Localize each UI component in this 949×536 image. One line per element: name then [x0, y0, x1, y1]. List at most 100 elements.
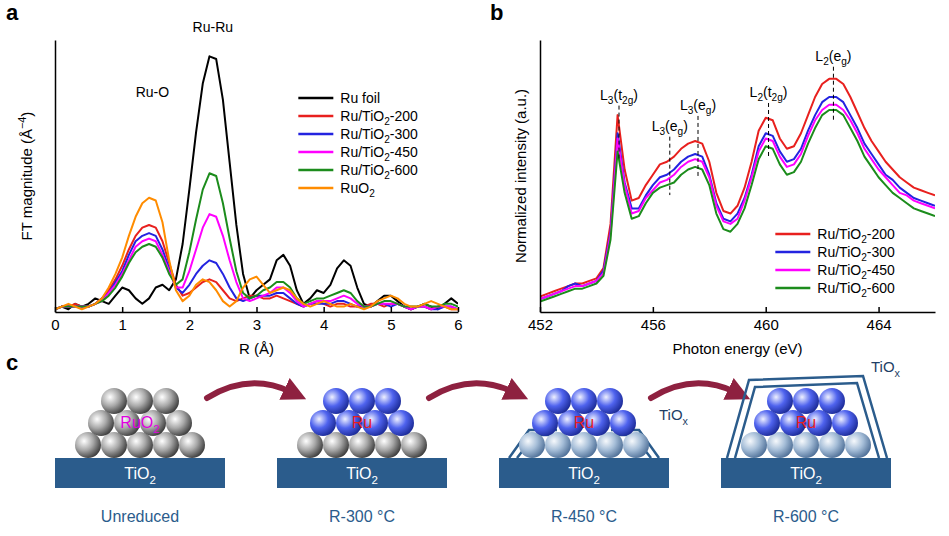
atom — [153, 388, 179, 414]
atom — [571, 388, 597, 414]
stage-caption: R-300 °C — [329, 508, 395, 525]
cluster-label: Ru — [352, 414, 372, 431]
text-part: Ru/TiO — [340, 126, 384, 142]
text-part: ) — [783, 84, 788, 100]
text-part: TiO — [346, 465, 371, 482]
support-slab — [277, 458, 447, 488]
text-part: Ru/TiO — [817, 226, 861, 242]
text-part: TiO — [124, 465, 149, 482]
legend-label: Ru/TiO2-300 — [817, 244, 895, 263]
stage-caption: R-600 °C — [773, 508, 839, 525]
stage-arrow — [429, 383, 513, 398]
x-tick-mark — [391, 307, 393, 312]
text-part: -450 — [867, 262, 895, 278]
x-tick: 4 — [320, 307, 328, 333]
legend-item: Ru/TiO2-600 — [775, 280, 895, 299]
atom — [597, 388, 623, 414]
x-tick-mark — [765, 307, 767, 312]
series-line — [55, 198, 458, 310]
legend-item: Ru/TiO2-450 — [775, 262, 895, 281]
text-part: 2 — [593, 474, 599, 486]
atom — [519, 432, 545, 458]
legend-label: Ru/TiO2-200 — [340, 108, 418, 127]
legend-swatch — [298, 97, 333, 100]
stage-arrow — [651, 383, 735, 398]
legend-item: Ru/TiO2-450 — [298, 144, 418, 163]
text-part: -300 — [867, 244, 895, 260]
atom — [571, 432, 597, 458]
atom — [166, 410, 192, 436]
atom — [323, 432, 349, 458]
text-part: −4 — [16, 117, 28, 129]
legend-item: Ru/TiO2-200 — [298, 108, 418, 127]
x-tick-label: 4 — [320, 316, 328, 333]
stage-arrow — [207, 383, 291, 398]
text-part: 2 — [815, 474, 821, 486]
text-part: Ru-Ru — [193, 19, 233, 35]
x-tick-label: 456 — [641, 316, 666, 333]
x-axis-line — [541, 312, 936, 314]
text-part: L — [680, 97, 688, 113]
text-part: RuO — [340, 180, 369, 196]
legend-label: Ru/TiO2-450 — [340, 144, 418, 163]
annotation: L3(eg) — [680, 97, 716, 116]
text-part: L — [652, 118, 660, 134]
text-part: -600 — [867, 280, 895, 296]
legend-label: RuO2 — [340, 180, 375, 199]
support-label: TiO2 — [124, 465, 156, 486]
overlayer-shell — [727, 376, 887, 458]
support-slab — [55, 458, 225, 488]
x-tick-mark — [458, 307, 460, 312]
atom — [88, 410, 114, 436]
panel-label: c — [6, 350, 18, 375]
atom — [297, 432, 323, 458]
text-part: 2 — [153, 423, 159, 435]
text-part: (t — [763, 84, 772, 100]
legend-label: Ru/TiO2-200 — [817, 226, 895, 245]
panel-label: b — [490, 0, 503, 25]
atom — [532, 410, 558, 436]
stage: TiO 2 Ru TiOx R-600 °C — [721, 358, 901, 525]
overlayer-label: TiOx — [871, 358, 901, 379]
text-part: -200 — [390, 108, 418, 124]
atom — [388, 410, 414, 436]
stage: TiO2RuO2Unreduced — [55, 383, 291, 525]
text-part: 2g — [772, 92, 783, 103]
x-axis-title: R (Å) — [239, 340, 274, 357]
x-tick-label: 2 — [186, 316, 194, 333]
atom — [623, 432, 649, 458]
text-part: RuO — [120, 414, 153, 431]
cluster-label: RuO2 — [120, 414, 159, 435]
text-part: -450 — [390, 144, 418, 160]
text-part: -600 — [390, 162, 418, 178]
atom — [375, 432, 401, 458]
x-tick-label: 464 — [867, 316, 892, 333]
text-part: Ru — [796, 414, 816, 431]
atom — [819, 432, 845, 458]
y-axis-line — [55, 41, 57, 313]
text-part: ) — [683, 118, 688, 134]
plot-area — [55, 56, 458, 309]
atom — [610, 410, 636, 436]
text-part: TiO — [871, 358, 895, 375]
x-tick-label: 452 — [528, 316, 553, 333]
x-tick-mark — [653, 307, 655, 312]
atom — [845, 432, 871, 458]
atom — [349, 432, 375, 458]
legend-swatch — [298, 169, 333, 172]
x-tick: 460 — [754, 307, 779, 333]
atom — [101, 432, 127, 458]
text-part: 2 — [369, 188, 375, 199]
x-axis-title: Photon energy (eV) — [672, 340, 802, 357]
x-tick-label: 1 — [118, 316, 126, 333]
legend-item: Ru/TiO2-300 — [298, 126, 418, 145]
x-axis: 452 456 460 464 — [528, 307, 936, 333]
text-part: Ru — [352, 414, 372, 431]
annotation: L3(eg) — [652, 118, 688, 137]
atom — [127, 388, 153, 414]
stage-caption: R-450 °C — [551, 508, 617, 525]
series-line — [540, 97, 935, 299]
text-part: Ru foil — [340, 90, 380, 106]
y-axis — [540, 41, 541, 313]
text-part: FT magnitude (Å — [18, 129, 35, 240]
